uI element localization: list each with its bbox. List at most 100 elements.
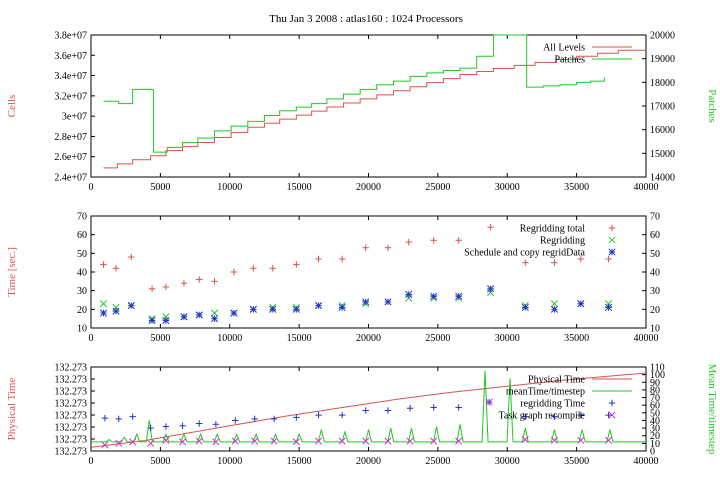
- y2-tick-label: 18000: [650, 78, 675, 89]
- x-tick-label: 20000: [356, 456, 381, 467]
- y2-tick-label: 110: [650, 363, 665, 374]
- y-tick-label: 50: [77, 249, 87, 260]
- data-point: [101, 414, 109, 422]
- data-point: [162, 316, 170, 325]
- data-point: [362, 298, 370, 306]
- x-tick-label: 35000: [564, 456, 589, 467]
- data-point: [405, 238, 412, 246]
- data-point: [550, 305, 558, 313]
- series-patches: Patches: [103, 34, 632, 153]
- legend-label: Task graph recompile: [499, 411, 586, 422]
- data-point: [129, 438, 137, 446]
- x-tick-label: 40000: [634, 333, 659, 344]
- data-point: [314, 302, 323, 310]
- data-point: [522, 413, 529, 420]
- y-tick-label: 132.273: [55, 411, 88, 422]
- data-point: [455, 437, 463, 445]
- series-line: [103, 34, 605, 153]
- x-tick-label: 30000: [495, 333, 520, 344]
- series-task-graph-recompile: Task graph recompile: [101, 398, 616, 449]
- y2-tick-label: 14000: [650, 173, 675, 184]
- y2-tick-label: 60: [650, 401, 660, 412]
- legend-sample: [608, 224, 616, 232]
- data-point: [604, 436, 613, 444]
- data-point: [521, 303, 529, 312]
- y-tick-label: 20: [77, 305, 87, 316]
- legend-label: Patches: [554, 55, 585, 66]
- data-point: [292, 438, 300, 446]
- x-tick-label: 10000: [217, 333, 242, 344]
- data-point: [485, 398, 493, 406]
- data-point: [196, 420, 203, 427]
- legend-label: Physical Time: [528, 375, 586, 386]
- x-tick-label: 5000: [150, 333, 170, 344]
- data-point: [148, 316, 156, 325]
- y2-tick-label: 17000: [650, 102, 675, 113]
- series-physical-time: Physical Time: [90, 372, 647, 448]
- y2-tick-label: 40: [650, 416, 660, 427]
- data-point: [128, 253, 135, 261]
- data-point: [455, 404, 462, 411]
- y2-tick-label: 20: [650, 305, 660, 316]
- y-tick-label: 2.6e+07: [54, 152, 87, 163]
- x-tick-label: 0: [89, 333, 94, 344]
- data-point: [147, 424, 154, 432]
- data-point: [179, 438, 187, 446]
- data-point: [231, 437, 239, 445]
- x-tick-label: 40000: [634, 456, 659, 467]
- y2-tick-label: 50: [650, 249, 660, 260]
- y2-tick-label: 90: [650, 378, 660, 389]
- data-point: [250, 265, 257, 272]
- x-tick-label: 0: [89, 182, 94, 193]
- data-point: [384, 244, 392, 251]
- data-point: [577, 255, 584, 263]
- x-tick-label: 20000: [356, 182, 381, 193]
- y2-tick-label: 15000: [650, 149, 675, 160]
- data-point: [270, 415, 278, 423]
- data-point: [605, 255, 612, 263]
- data-point: [487, 285, 495, 293]
- y-tick-label: 132.273: [55, 399, 88, 410]
- data-point: [362, 407, 369, 414]
- data-point: [251, 415, 258, 423]
- data-point: [292, 305, 300, 313]
- data-point: [112, 265, 120, 272]
- data-point: [577, 411, 584, 419]
- data-point: [195, 311, 203, 319]
- data-point: [180, 313, 188, 321]
- legend-sample: [608, 399, 616, 407]
- y-tick-label: 132.273: [55, 387, 88, 398]
- data-point: [230, 309, 238, 317]
- y2-tick-label: 70: [650, 393, 660, 404]
- data-point: [338, 255, 346, 263]
- y-tick-label: 40: [77, 268, 87, 279]
- data-point: [384, 298, 392, 306]
- data-point: [162, 423, 170, 430]
- data-point: [269, 265, 276, 272]
- data-point: [551, 413, 558, 420]
- data-point: [550, 436, 558, 444]
- x-tick-label: 20000: [356, 333, 381, 344]
- data-point: [521, 435, 529, 444]
- x-tick-label: 25000: [425, 456, 450, 467]
- x-tick-label: 35000: [564, 333, 589, 344]
- y-tick-label: 132.273: [55, 363, 88, 374]
- chart-panel-2: 0 5000 10000 15000 20000 25000 30000 35000 40000…: [6, 212, 660, 345]
- x-tick-label: 15000: [287, 182, 312, 193]
- x-tick-label: 25000: [425, 182, 450, 193]
- data-point: [406, 437, 414, 445]
- legend-sample: [608, 236, 616, 244]
- series-line: [91, 370, 646, 443]
- y-tick-label: 60: [77, 230, 87, 241]
- data-point: [249, 305, 257, 313]
- data-point: [315, 255, 322, 263]
- y-tick-label: 3.4e+07: [54, 71, 87, 82]
- data-point: [180, 280, 188, 287]
- series-meantime-timestep: meanTime/timestep: [91, 370, 646, 443]
- data-point: [551, 259, 558, 266]
- y2-tick-label: 80: [650, 385, 660, 396]
- data-point: [269, 305, 277, 313]
- data-point: [430, 437, 438, 445]
- data-point: [129, 413, 136, 420]
